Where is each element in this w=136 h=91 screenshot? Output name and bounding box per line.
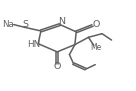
Text: O: O bbox=[92, 20, 100, 29]
Text: N: N bbox=[58, 17, 65, 26]
Text: Na: Na bbox=[2, 20, 14, 29]
Text: HN: HN bbox=[27, 40, 40, 49]
Text: Me: Me bbox=[91, 43, 102, 52]
Text: O: O bbox=[54, 62, 61, 71]
Text: S: S bbox=[22, 20, 28, 29]
